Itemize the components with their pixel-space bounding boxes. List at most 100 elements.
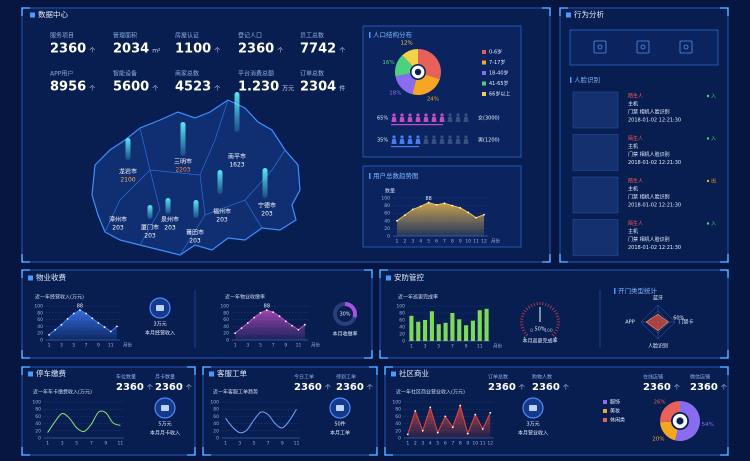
point <box>79 309 81 311</box>
person-body <box>391 139 397 144</box>
series-line <box>407 403 491 436</box>
y-tick-label: 20 <box>213 428 219 434</box>
stat-label: APP用户 <box>50 70 73 78</box>
point <box>85 312 87 315</box>
x-tick-label: 3 <box>421 441 424 447</box>
x-tick-label: 5 <box>259 343 262 349</box>
frame-corner <box>187 447 196 456</box>
stat-value: 2360 <box>488 382 516 393</box>
legend-label: 18-40岁 <box>489 70 509 77</box>
y-tick-label: 80 <box>395 407 401 413</box>
bar <box>470 320 475 341</box>
record-device: 主机 <box>628 228 638 235</box>
point <box>291 324 294 327</box>
slice-label: 18% <box>389 91 401 97</box>
stat-value: 2360 <box>294 382 322 393</box>
action-icon-dot <box>640 44 646 50</box>
bar <box>450 313 455 341</box>
frame-corner <box>21 254 30 263</box>
person-head <box>440 135 444 139</box>
gauge-dash <box>556 326 560 329</box>
person-body <box>415 117 421 122</box>
person-head <box>408 113 412 117</box>
y-tick-label: 40 <box>223 324 229 330</box>
person-body <box>407 139 413 144</box>
panel-title: 客服工单 <box>217 368 247 378</box>
person-head <box>456 135 460 139</box>
frame-corner <box>364 350 373 359</box>
legend-label: 66岁以上 <box>489 91 510 98</box>
y-tick-label: 0 <box>402 339 405 345</box>
record-name: 陌生人 <box>628 93 643 100</box>
stat-unit: 个 <box>339 48 345 55</box>
stat-value: 8956 <box>50 80 86 95</box>
legend-swatch <box>603 418 607 422</box>
frame-corner <box>384 366 393 375</box>
map-column <box>125 138 131 160</box>
y-tick-label: 80 <box>384 203 390 209</box>
bar <box>416 321 421 341</box>
point <box>451 204 454 207</box>
x-tick-label: 2 <box>414 441 417 447</box>
y-axis-label: 数量 <box>385 188 395 195</box>
legend-label: 7-17岁 <box>489 59 505 66</box>
point <box>414 410 417 412</box>
y-tick-label: 40 <box>37 324 43 330</box>
stat-unit: 个 <box>186 385 192 392</box>
stat-label: 服务项目 <box>50 32 74 40</box>
map-column <box>217 170 223 194</box>
stat-label: 房屋认证 <box>175 32 199 40</box>
y-tick-label: 40 <box>35 421 41 427</box>
person-body <box>447 117 453 122</box>
legend-label: 美妆 <box>610 408 620 415</box>
record-direction: 入 <box>711 221 716 227</box>
y-tick-label: 100 <box>220 304 229 310</box>
x-tick-label: 7 <box>443 239 446 245</box>
kpi-label: 本月经营收入 <box>145 330 175 337</box>
stat-value: 2360 <box>116 382 144 393</box>
gender-label: 女(3000) <box>478 115 500 122</box>
radar-label: 蓝牙 <box>653 295 663 302</box>
y-tick-label: 0 <box>398 436 401 442</box>
kpi-glyph <box>156 305 164 311</box>
record-source: 门禁 相机人脸识别 <box>628 194 670 201</box>
title-icon <box>28 371 33 377</box>
inner-title: 人口结构分布 <box>373 30 413 39</box>
stat-unit: 个 <box>214 86 220 93</box>
x-tick-label: 7 <box>90 441 93 447</box>
gauge-dash <box>549 305 553 309</box>
point <box>443 202 446 205</box>
record-direction: 入 <box>711 136 716 142</box>
frame-corner <box>21 447 30 456</box>
data-label: 88 <box>77 304 83 310</box>
point <box>435 203 438 206</box>
stat-unit: 个 <box>367 385 373 392</box>
person-head <box>448 135 452 139</box>
person-head <box>464 135 468 139</box>
kpi-label: 本月工单 <box>330 430 350 437</box>
stat-label: 订单总数 <box>300 70 324 78</box>
x-tick-label: 7 <box>267 441 270 447</box>
y-tick-label: 60 <box>223 317 229 323</box>
y-tick-label: 40 <box>399 325 405 331</box>
x-tick-label: 9 <box>281 441 284 447</box>
stat-label: 订单总数 <box>488 374 508 381</box>
series-line <box>396 202 485 222</box>
radar-label: 人脸识别 <box>648 343 668 350</box>
y-tick-label: 80 <box>213 407 219 413</box>
gauge-dash <box>553 309 557 313</box>
point <box>297 328 300 331</box>
x-axis-label: 月份 <box>311 342 320 349</box>
person-head <box>400 135 404 139</box>
x-tick-label: 5 <box>252 441 255 447</box>
record-time: 2018-01-02 12:21:30 <box>628 203 681 209</box>
gauge-dash <box>525 333 529 337</box>
gender-bar <box>391 146 419 148</box>
point <box>66 318 69 320</box>
region-name: 三明市 <box>174 158 192 166</box>
bar <box>477 310 482 341</box>
person-head <box>392 135 396 139</box>
y-tick-label: 100 <box>210 400 219 406</box>
legend-label: 服饰 <box>610 399 620 406</box>
gauge-dash <box>527 305 531 309</box>
